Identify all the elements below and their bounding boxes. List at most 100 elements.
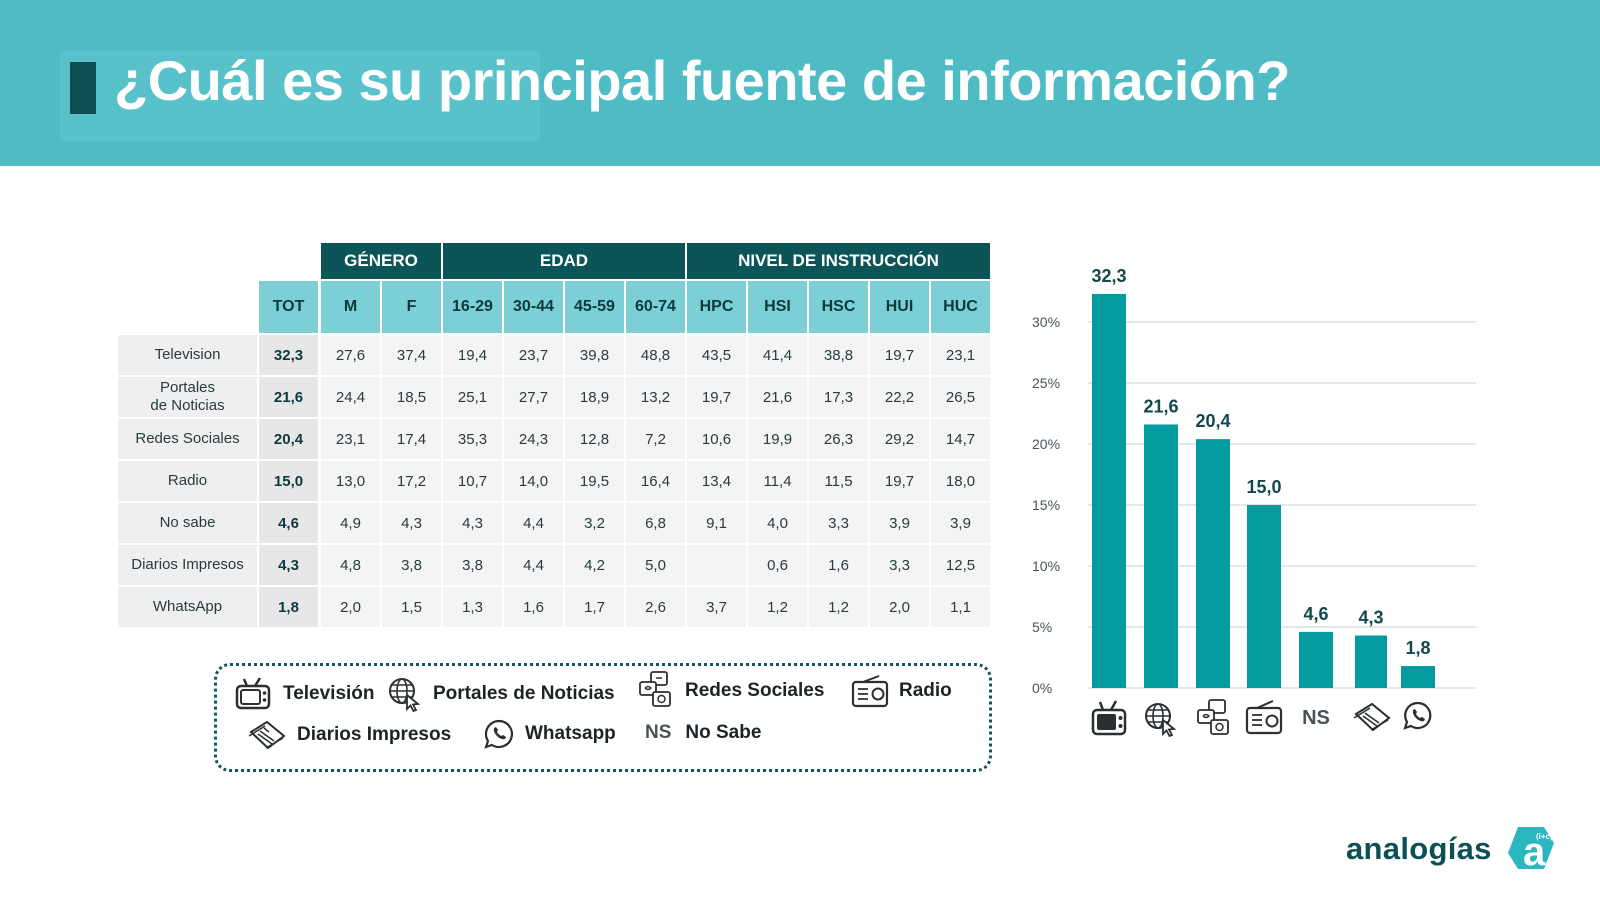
header-banner: ¿Cuál es su principal fuente de informac… — [0, 0, 1600, 166]
legend-item-redes: Redes Sociales — [637, 670, 824, 712]
social-icon — [639, 671, 671, 707]
table-cell: 19,5 — [565, 461, 624, 501]
table-cell: 12,5 — [931, 545, 990, 585]
bar-1 — [1144, 424, 1178, 688]
row-label: Portales de Noticias — [118, 377, 257, 417]
legend-label: Radio — [899, 680, 952, 701]
table-cell: 20,4 — [259, 419, 318, 459]
table-cell: 13,2 — [626, 377, 685, 417]
table-cell: 15,0 — [259, 461, 318, 501]
table-cell: 43,5 — [687, 335, 746, 375]
table-cell: 3,3 — [870, 545, 929, 585]
table-cell: 3,9 — [931, 503, 990, 543]
row-label: Redes Sociales — [118, 419, 257, 459]
header-accent — [60, 50, 540, 142]
table-cell: 2,0 — [870, 587, 929, 627]
table-cell: 1,8 — [259, 587, 318, 627]
legend-label: Portales de Noticias — [433, 683, 615, 704]
table-cell: 26,3 — [809, 419, 868, 459]
table-cell: 17,4 — [382, 419, 441, 459]
column-header: HPC — [687, 281, 746, 333]
table-cell: 1,7 — [565, 587, 624, 627]
bar-5 — [1355, 635, 1387, 688]
legend-item-diarios: Diarios Impresos — [247, 718, 451, 752]
table-cell: 17,3 — [809, 377, 868, 417]
column-header: F — [382, 281, 441, 333]
legend-label: Redes Sociales — [685, 680, 825, 701]
table-cell: 4,3 — [382, 503, 441, 543]
data-label: 1,8 — [1405, 638, 1430, 658]
column-header: TOT — [259, 281, 318, 333]
table-cell: 12,8 — [565, 419, 624, 459]
table-cell: 37,4 — [382, 335, 441, 375]
table-cell: 13,4 — [687, 461, 746, 501]
table-cell: 22,2 — [870, 377, 929, 417]
table-cell: 23,7 — [504, 335, 563, 375]
table-cell: 11,5 — [809, 461, 868, 501]
bar-4 — [1299, 631, 1333, 688]
column-header: HSC — [809, 281, 868, 333]
table-cell: 21,6 — [259, 377, 318, 417]
data-label: 20,4 — [1195, 411, 1230, 431]
table-cell: 1,5 — [382, 587, 441, 627]
table-cell: 27,7 — [504, 377, 563, 417]
table-cell: 11,4 — [748, 461, 807, 501]
bar-chart-svg: 0% 5% 10% 15% 20% 25% 30% 32,3 21,6 20,4 15,0 4,6 4,… — [1032, 266, 1476, 738]
bar-2 — [1196, 439, 1230, 688]
table-cell: 19,4 — [443, 335, 502, 375]
table-cell: 24,4 — [321, 377, 380, 417]
newspaper-icon — [1353, 702, 1391, 732]
table-cell: 4,3 — [259, 545, 318, 585]
table-cell: 4,0 — [748, 503, 807, 543]
table-cell: 32,3 — [259, 335, 318, 375]
table-cell: 18,5 — [382, 377, 441, 417]
y-tick-label: 0% — [1032, 680, 1052, 696]
group-header: EDAD — [443, 243, 685, 279]
bar-0 — [1092, 293, 1126, 688]
column-header: 30-44 — [504, 281, 563, 333]
legend-item-whatsapp: Whatsapp — [483, 718, 616, 750]
table-cell: 39,8 — [565, 335, 624, 375]
data-label: 21,6 — [1143, 396, 1178, 416]
column-header: 45-59 — [565, 281, 624, 333]
table-cell: 4,9 — [321, 503, 380, 543]
table-cell: 4,8 — [321, 545, 380, 585]
table-cell: 4,3 — [443, 503, 502, 543]
social-icon — [1197, 699, 1229, 735]
newspaper-icon — [248, 720, 286, 750]
logo-mark-icon: a(i+c) — [1507, 827, 1554, 874]
table-cell: 2,6 — [626, 587, 685, 627]
table-cell: 3,8 — [382, 545, 441, 585]
column-header: 60-74 — [626, 281, 685, 333]
table-cell: 19,9 — [748, 419, 807, 459]
table-cell: 1,1 — [931, 587, 990, 627]
table-cell: 13,0 — [321, 461, 380, 501]
table-cell: 25,1 — [443, 377, 502, 417]
column-header: 16-29 — [443, 281, 502, 333]
bar-3 — [1247, 505, 1281, 688]
row-label: WhatsApp — [118, 587, 257, 627]
legend-item-radio: Radio — [851, 674, 952, 708]
whatsapp-icon — [484, 719, 514, 749]
table-cell: 3,8 — [443, 545, 502, 585]
table-cell: 10,7 — [443, 461, 502, 501]
column-header: HUI — [870, 281, 929, 333]
table-cell: 14,7 — [931, 419, 990, 459]
table-cell: 23,1 — [931, 335, 990, 375]
data-label: 4,3 — [1358, 608, 1383, 628]
y-tick-label: 30% — [1032, 314, 1060, 330]
globe-icon — [1145, 703, 1177, 738]
table-cell: 16,4 — [626, 461, 685, 501]
legend-label: Televisión — [283, 683, 375, 704]
group-header: GÉNERO — [321, 243, 441, 279]
svg-text:a: a — [1523, 830, 1546, 874]
radio-icon — [1245, 700, 1283, 735]
brand-logo: analogías a (i+c) — [1346, 823, 1556, 875]
table-cell: 4,2 — [565, 545, 624, 585]
table-cell: 19,7 — [870, 461, 929, 501]
table-cell: 4,4 — [504, 503, 563, 543]
table-cell: 23,1 — [321, 419, 380, 459]
x-tick-ns: NS — [1302, 707, 1330, 729]
table-cell: 9,1 — [687, 503, 746, 543]
legend: Televisión Portales de Noticias Redes So… — [214, 663, 992, 772]
